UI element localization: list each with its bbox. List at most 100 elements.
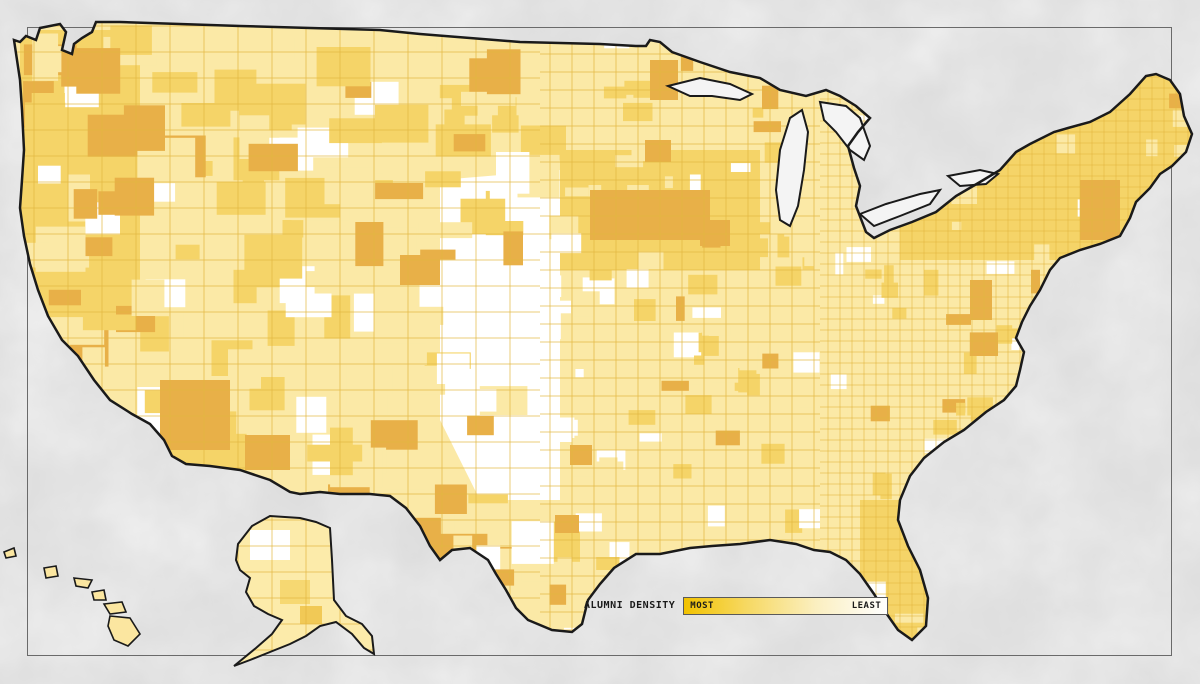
- county-patch: [543, 644, 556, 654]
- county-patch: [55, 634, 85, 640]
- county-patch: [974, 130, 1000, 149]
- county-patch: [578, 636, 590, 640]
- county-patch: [1129, 575, 1147, 596]
- county-patch: [1035, 43, 1045, 65]
- county-patch: [42, 408, 101, 426]
- county-patch: [958, 543, 972, 553]
- county-patch: [91, 427, 125, 459]
- county-patch: [1144, 58, 1169, 73]
- county-patch: [353, 503, 386, 543]
- county-patch: [672, 25, 697, 40]
- county-patch: [1156, 325, 1180, 346]
- county-patch: [629, 567, 658, 576]
- county-patch: [397, 565, 431, 586]
- county-patch: [91, 431, 133, 471]
- county-patch: [1040, 621, 1060, 640]
- county-patch: [1062, 38, 1084, 57]
- county-patch: [1069, 444, 1087, 453]
- county-patch: [445, 595, 478, 619]
- county-patch: [63, 553, 94, 571]
- county-patch: [734, 49, 756, 74]
- county-patch: [1107, 580, 1129, 591]
- county-patch: [43, 374, 88, 414]
- county-patch: [881, 84, 905, 94]
- county-patch: [1083, 366, 1111, 378]
- county-patch: [1079, 413, 1103, 429]
- county-patch: [999, 400, 1010, 425]
- county-patch: [613, 572, 631, 584]
- county-patch: [990, 627, 1006, 640]
- county-patch: [1053, 429, 1069, 448]
- county-patch: [1140, 608, 1164, 633]
- county-patch: [1127, 516, 1138, 539]
- county-patch: [1004, 52, 1035, 77]
- county-patch: [935, 62, 947, 71]
- county-patch: [1066, 599, 1088, 614]
- legend-most-label: MOST: [690, 601, 714, 611]
- county-patch: [173, 598, 218, 618]
- county-patch: [1131, 541, 1155, 564]
- county-patch: [886, 76, 895, 100]
- county-patch: [807, 618, 836, 640]
- county-patch: [1116, 557, 1132, 583]
- county-patch: [1102, 487, 1129, 497]
- lake-superior: [664, 76, 755, 102]
- county-patch: [636, 631, 650, 640]
- county-patch: [1012, 115, 1039, 138]
- county-patch: [1060, 543, 1075, 565]
- county-patch: [77, 471, 119, 486]
- hawaii-island-niihau: [3, 546, 17, 559]
- county-patch: [1092, 250, 1113, 261]
- county-patch: [1171, 304, 1192, 319]
- central-county-borders: [540, 22, 820, 640]
- county-patch: [680, 621, 707, 640]
- county-patch: [1027, 468, 1050, 485]
- county-patch: [1050, 580, 1065, 601]
- county-patch: [1132, 201, 1161, 218]
- county-patch: [1014, 40, 1041, 62]
- great-lakes: [664, 76, 1001, 228]
- county-patch: [963, 103, 989, 124]
- county-patch: [75, 430, 126, 463]
- hawaii-island-maui: [102, 601, 128, 615]
- county-patch: [1021, 502, 1043, 512]
- county-patch: [1138, 342, 1151, 351]
- county-patch: [1052, 421, 1067, 442]
- county-patch: [903, 73, 917, 87]
- county-patch: [98, 492, 145, 508]
- county-patch: [1153, 513, 1178, 534]
- county-patch: [1173, 466, 1192, 487]
- county-patch: [1075, 550, 1092, 563]
- county-patch: [1179, 244, 1192, 257]
- county-patch: [715, 626, 731, 640]
- county-patch: [377, 633, 399, 640]
- county-patch: [806, 644, 819, 658]
- county-patch: [1099, 247, 1122, 267]
- county-patch: [1143, 212, 1161, 238]
- county-patch: [352, 496, 388, 544]
- county-patch: [623, 618, 639, 627]
- county-patch: [1005, 609, 1027, 627]
- county-patch: [1069, 317, 1079, 340]
- county-patch: [744, 547, 773, 565]
- county-patch: [862, 182, 872, 192]
- county-patch: [674, 623, 696, 634]
- county-patch: [1111, 518, 1129, 538]
- county-patch: [986, 483, 1005, 500]
- county-patch: [67, 439, 101, 486]
- county-patch: [288, 500, 307, 515]
- county-patch: [819, 62, 848, 82]
- county-patch: [902, 95, 918, 113]
- county-patch: [1020, 568, 1031, 587]
- county-patch: [853, 629, 878, 638]
- county-patch: [718, 629, 741, 640]
- county-patch: [894, 98, 916, 117]
- county-patch: [1153, 198, 1166, 219]
- county-patch: [886, 80, 900, 90]
- county-patch: [1130, 507, 1157, 518]
- county-patch: [939, 614, 963, 627]
- county-patch: [442, 580, 479, 615]
- county-patch: [1032, 571, 1060, 581]
- county-patch: [1143, 25, 1172, 45]
